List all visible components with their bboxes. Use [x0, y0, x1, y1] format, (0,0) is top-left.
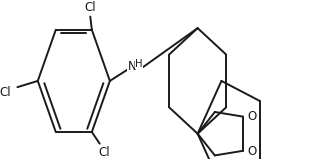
- Text: Cl: Cl: [99, 146, 110, 159]
- Text: H: H: [135, 59, 143, 68]
- Text: O: O: [248, 145, 257, 158]
- Text: Cl: Cl: [0, 86, 11, 99]
- Text: N: N: [128, 60, 136, 73]
- Text: O: O: [248, 109, 257, 123]
- Text: Cl: Cl: [84, 1, 96, 14]
